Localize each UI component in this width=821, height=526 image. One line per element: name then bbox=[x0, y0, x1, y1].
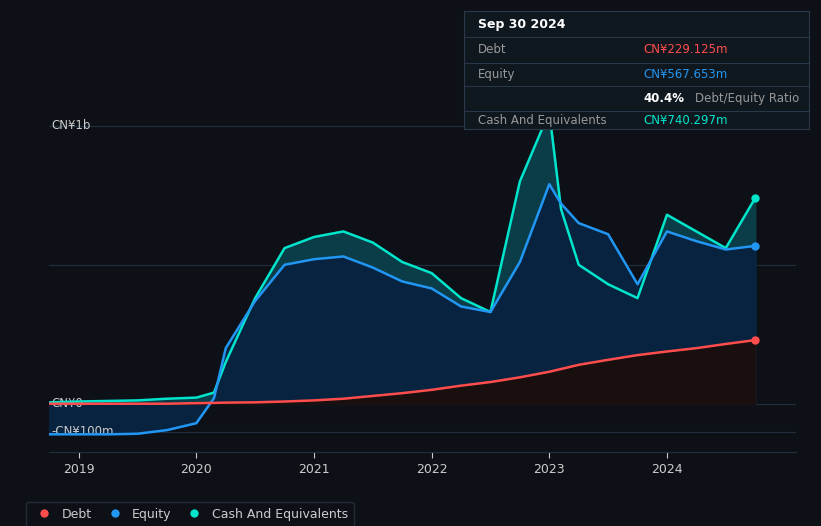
Text: Sep 30 2024: Sep 30 2024 bbox=[478, 18, 565, 31]
Text: Equity: Equity bbox=[478, 68, 515, 81]
Text: -CN¥100m: -CN¥100m bbox=[52, 425, 114, 438]
Text: 40.4%: 40.4% bbox=[643, 92, 684, 105]
Text: CN¥0: CN¥0 bbox=[52, 397, 83, 410]
Text: Debt/Equity Ratio: Debt/Equity Ratio bbox=[695, 92, 799, 105]
Text: CN¥229.125m: CN¥229.125m bbox=[643, 43, 727, 56]
Text: CN¥740.297m: CN¥740.297m bbox=[643, 114, 727, 127]
Text: Cash And Equivalents: Cash And Equivalents bbox=[478, 114, 606, 127]
Text: CN¥1b: CN¥1b bbox=[52, 119, 91, 133]
Text: CN¥567.653m: CN¥567.653m bbox=[643, 68, 727, 81]
Text: Debt: Debt bbox=[478, 43, 507, 56]
Legend: Debt, Equity, Cash And Equivalents: Debt, Equity, Cash And Equivalents bbox=[25, 502, 354, 526]
